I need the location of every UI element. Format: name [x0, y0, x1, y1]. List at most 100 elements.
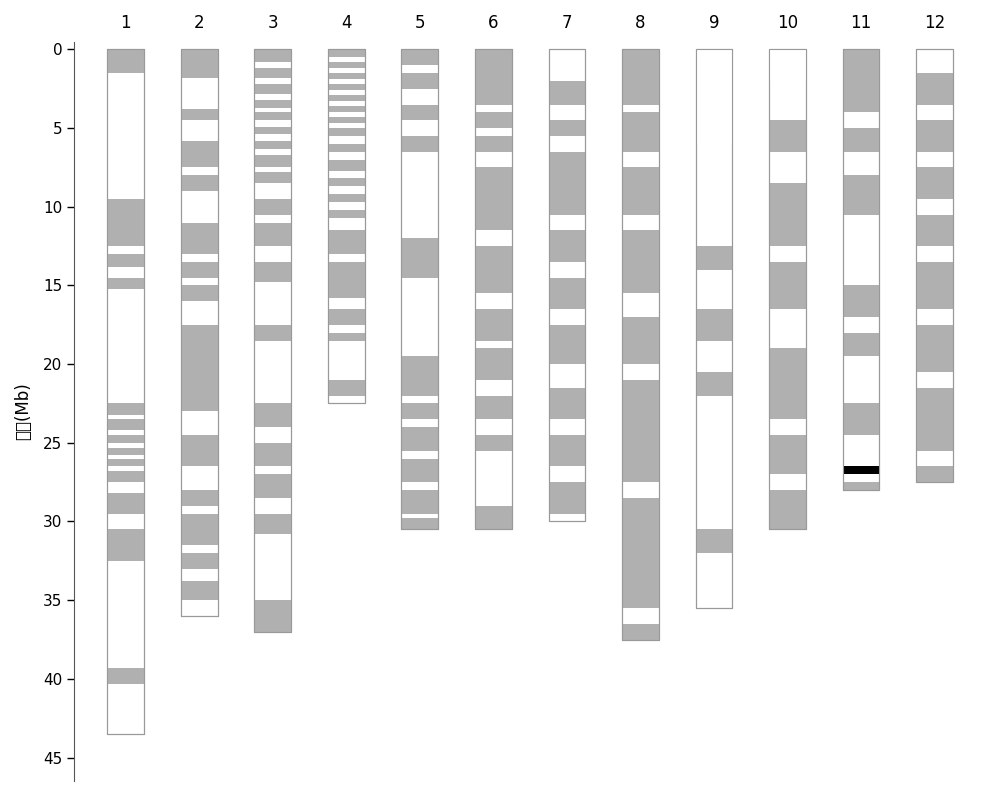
Bar [401, 238, 438, 277]
Bar [181, 49, 218, 616]
Bar [475, 49, 512, 105]
Y-axis label: 位置(Mb): 位置(Mb) [14, 382, 32, 440]
Bar [843, 332, 879, 356]
Bar [475, 309, 512, 340]
Bar [843, 285, 879, 317]
Bar [549, 152, 585, 215]
Bar [107, 419, 144, 430]
Bar [181, 223, 218, 254]
Bar [401, 49, 438, 529]
Bar [916, 168, 953, 199]
Bar [549, 81, 585, 105]
Bar [843, 49, 879, 112]
Bar [328, 95, 365, 102]
Bar [254, 600, 291, 632]
Bar [328, 62, 365, 68]
Bar [328, 49, 365, 57]
Bar [254, 84, 291, 94]
Bar [769, 49, 806, 81]
Bar [843, 176, 879, 215]
Bar [916, 73, 953, 105]
Bar [254, 325, 291, 340]
Bar [254, 262, 291, 282]
Bar [475, 246, 512, 293]
Bar [181, 141, 218, 168]
Bar [254, 112, 291, 120]
Bar [549, 482, 585, 514]
Bar [549, 49, 585, 522]
Bar [622, 49, 659, 105]
Bar [916, 120, 953, 152]
Bar [769, 348, 806, 419]
Bar [328, 117, 365, 123]
Bar [328, 309, 365, 325]
Bar [254, 68, 291, 78]
Bar [401, 404, 438, 419]
Bar [696, 49, 732, 608]
Bar [181, 49, 218, 78]
Bar [549, 325, 585, 364]
Bar [622, 231, 659, 293]
Bar [254, 126, 291, 134]
Bar [328, 380, 365, 396]
Bar [328, 160, 365, 171]
Bar [328, 194, 365, 202]
Bar [916, 215, 953, 246]
Bar [181, 49, 218, 616]
Bar [843, 404, 879, 435]
Bar [475, 168, 512, 231]
Bar [328, 84, 365, 91]
Bar [328, 73, 365, 80]
Bar [549, 388, 585, 419]
Bar [622, 498, 659, 608]
Bar [328, 144, 365, 152]
Bar [107, 49, 144, 734]
Bar [843, 128, 879, 152]
Bar [549, 435, 585, 467]
Bar [401, 356, 438, 396]
Bar [328, 262, 365, 298]
Bar [254, 49, 291, 62]
Bar [328, 179, 365, 186]
Bar [181, 285, 218, 301]
Bar [401, 49, 438, 65]
Bar [181, 553, 218, 568]
Bar [401, 459, 438, 482]
Bar [328, 49, 365, 404]
Bar [475, 49, 512, 529]
Bar [549, 231, 585, 262]
Bar [107, 448, 144, 456]
Bar [475, 506, 512, 529]
Bar [696, 49, 732, 608]
Bar [769, 490, 806, 529]
Bar [769, 49, 806, 529]
Bar [181, 176, 218, 191]
Bar [107, 254, 144, 266]
Bar [916, 49, 953, 482]
Bar [254, 49, 291, 632]
Bar [401, 518, 438, 529]
Bar [107, 404, 144, 414]
Bar [769, 435, 806, 475]
Bar [549, 49, 585, 522]
Bar [622, 624, 659, 639]
Bar [769, 262, 806, 309]
Bar [696, 372, 732, 396]
Bar [107, 529, 144, 560]
Bar [107, 199, 144, 246]
Bar [475, 348, 512, 380]
Bar [254, 514, 291, 534]
Bar [843, 49, 879, 490]
Bar [107, 668, 144, 684]
Bar [254, 100, 291, 107]
Bar [401, 490, 438, 514]
Bar [181, 490, 218, 506]
Bar [622, 380, 659, 482]
Bar [107, 49, 144, 734]
Bar [549, 277, 585, 309]
Bar [401, 427, 438, 451]
Bar [401, 49, 438, 529]
Bar [254, 173, 291, 183]
Bar [843, 49, 879, 490]
Bar [622, 168, 659, 215]
